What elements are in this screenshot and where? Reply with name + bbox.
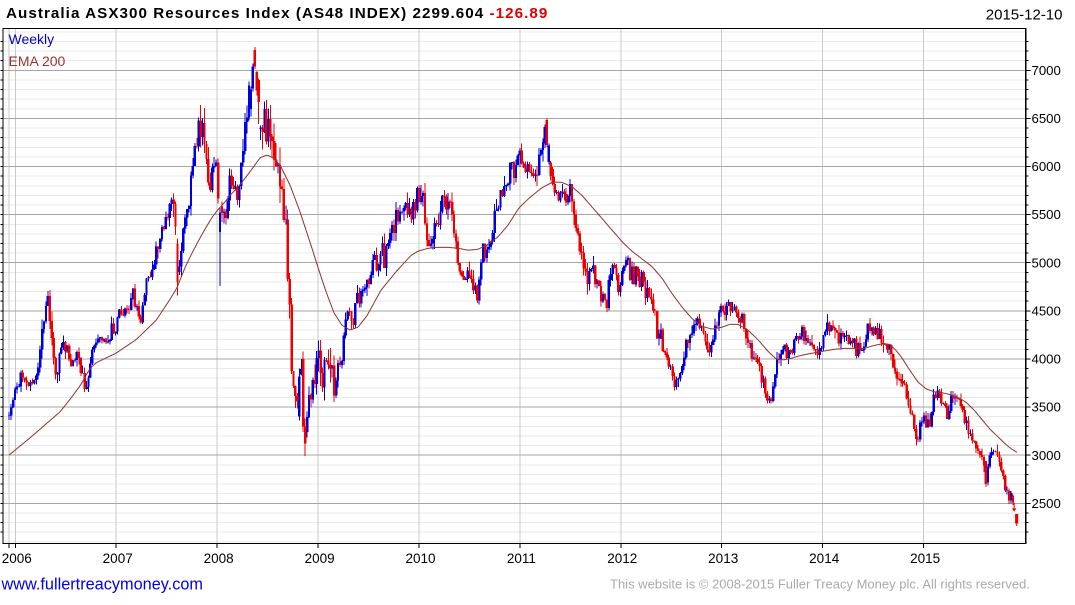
svg-text:2010: 2010 [405, 551, 435, 566]
svg-text:2009: 2009 [305, 551, 335, 566]
svg-text:2006: 2006 [2, 551, 32, 566]
svg-text:Australia ASX300 Resources Ind: Australia ASX300 Resources Index (AS48 I… [6, 5, 548, 22]
svg-text:Weekly: Weekly [9, 31, 55, 47]
svg-text:3500: 3500 [1032, 400, 1061, 415]
svg-text:2012: 2012 [607, 551, 637, 566]
svg-text:2015-12-10: 2015-12-10 [986, 7, 1063, 24]
svg-text:2014: 2014 [809, 551, 840, 566]
svg-text:2011: 2011 [507, 551, 536, 566]
svg-text:6500: 6500 [1032, 111, 1061, 126]
svg-text:4000: 4000 [1032, 352, 1061, 367]
svg-text:2007: 2007 [103, 551, 133, 566]
svg-text:5000: 5000 [1032, 255, 1061, 270]
svg-text:4500: 4500 [1032, 304, 1061, 319]
svg-text:2015: 2015 [910, 551, 940, 566]
svg-text:5500: 5500 [1032, 207, 1061, 222]
svg-text:2008: 2008 [204, 551, 234, 566]
svg-text:2500: 2500 [1032, 496, 1061, 511]
svg-text:3000: 3000 [1032, 448, 1061, 463]
svg-text:This website is © 2008-2015 Fu: This website is © 2008-2015 Fuller Treac… [610, 577, 1030, 592]
svg-text:6000: 6000 [1032, 159, 1061, 174]
svg-text:www.fullertreacymoney.com: www.fullertreacymoney.com [1, 576, 203, 594]
svg-text:2013: 2013 [708, 551, 738, 566]
svg-text:EMA 200: EMA 200 [9, 53, 66, 69]
svg-text:7000: 7000 [1032, 63, 1061, 78]
